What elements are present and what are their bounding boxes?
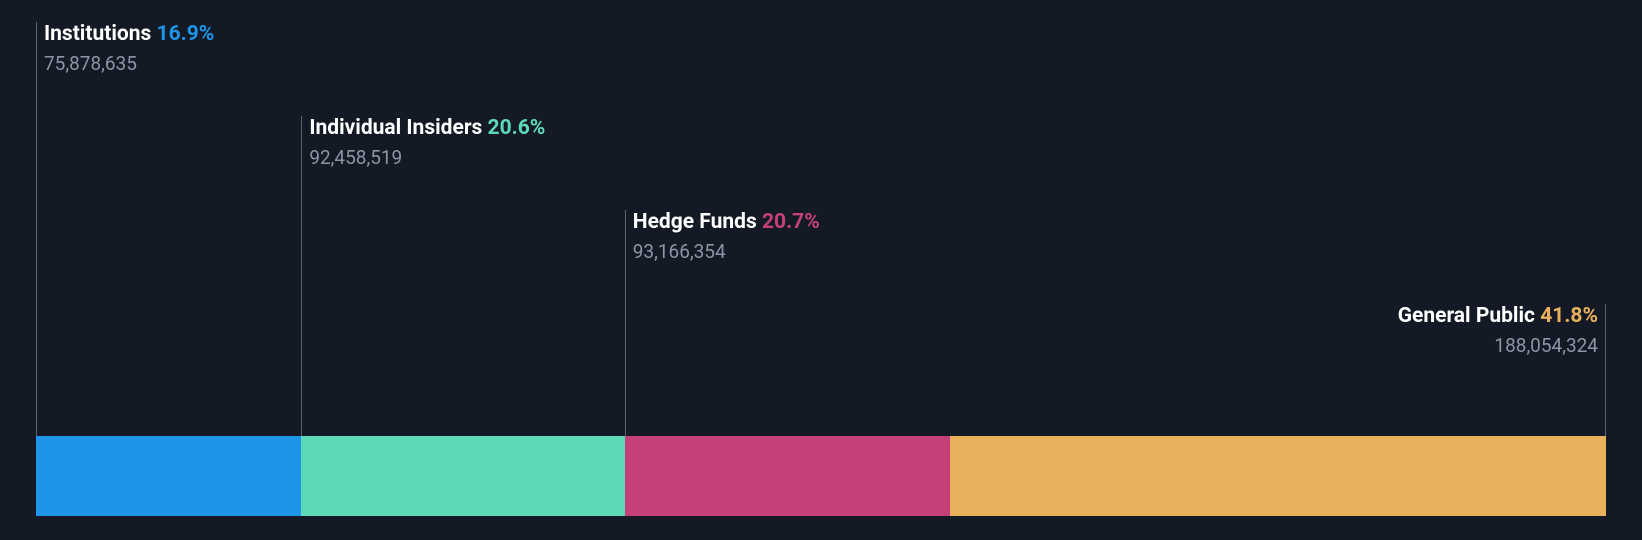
label-title: Hedge Funds 20.7% xyxy=(633,210,820,234)
label-value: 93,166,354 xyxy=(633,240,820,263)
bar-segment-general-public[interactable] xyxy=(950,436,1606,516)
bar-segment-institutions[interactable] xyxy=(36,436,301,516)
label-hedge-funds[interactable]: Hedge Funds 20.7% 93,166,354 xyxy=(633,210,820,263)
bar-segment-hedge-funds[interactable] xyxy=(625,436,950,516)
label-value: 92,458,519 xyxy=(309,146,545,169)
label-title: Individual Insiders 20.6% xyxy=(309,116,545,140)
bar-track xyxy=(36,436,1606,516)
connector-line-general-public xyxy=(1605,304,1606,436)
bar-segment-individual-insiders[interactable] xyxy=(301,436,624,516)
label-title: General Public 41.8% xyxy=(1398,304,1598,328)
label-name: Hedge Funds xyxy=(633,210,757,234)
label-percent: 16.9% xyxy=(157,22,215,46)
label-percent: 20.7% xyxy=(762,210,820,234)
label-name: Individual Insiders xyxy=(309,116,482,140)
label-name: General Public xyxy=(1398,304,1535,328)
connector-line-hedge-funds xyxy=(625,210,626,436)
label-title: Institutions 16.9% xyxy=(44,22,214,46)
ownership-breakdown-chart: Institutions 16.9% 75,878,635 Individual… xyxy=(0,0,1642,540)
label-percent: 20.6% xyxy=(488,116,546,140)
label-name: Institutions xyxy=(44,22,151,46)
connector-line-institutions xyxy=(36,22,37,436)
label-individual-insiders[interactable]: Individual Insiders 20.6% 92,458,519 xyxy=(309,116,545,169)
label-institutions[interactable]: Institutions 16.9% 75,878,635 xyxy=(44,22,214,75)
label-value: 188,054,324 xyxy=(1398,334,1598,357)
label-general-public[interactable]: General Public 41.8% 188,054,324 xyxy=(1398,304,1598,357)
label-percent: 41.8% xyxy=(1540,304,1598,328)
connector-line-individual-insiders xyxy=(301,116,302,436)
label-value: 75,878,635 xyxy=(44,52,214,75)
